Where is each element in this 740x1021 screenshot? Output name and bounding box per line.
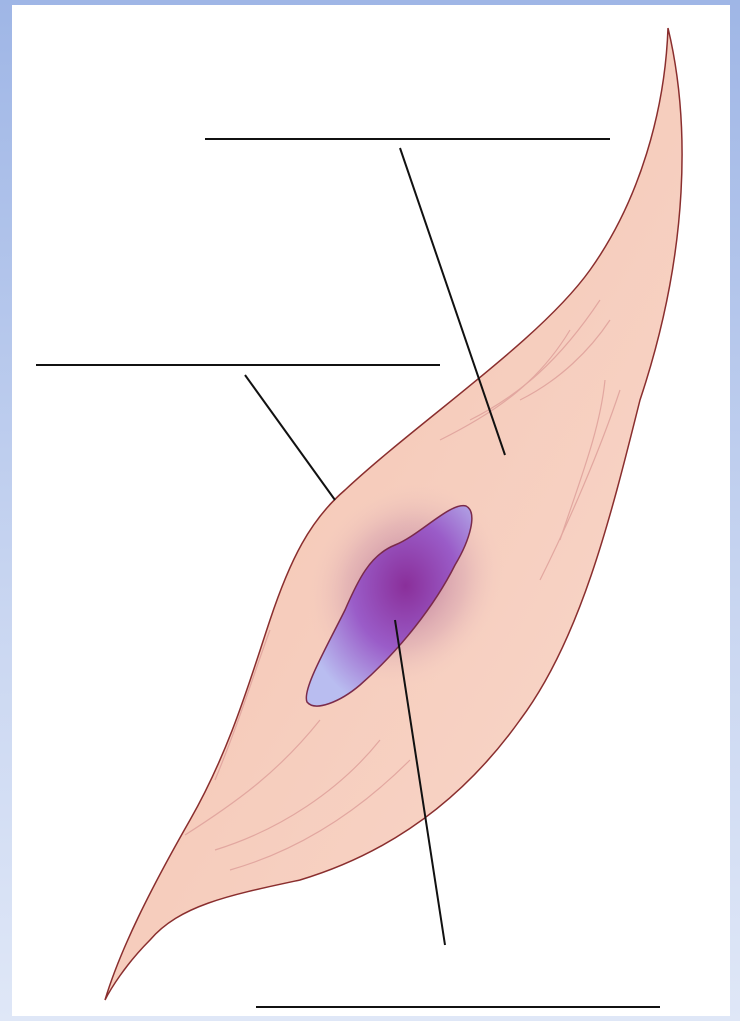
nucleus	[305, 505, 473, 707]
fibers	[184, 299, 621, 871]
pointer-line	[244, 374, 336, 501]
pointer-line	[394, 619, 446, 946]
leader-lines	[36, 138, 660, 1008]
pointer-line	[399, 147, 506, 456]
